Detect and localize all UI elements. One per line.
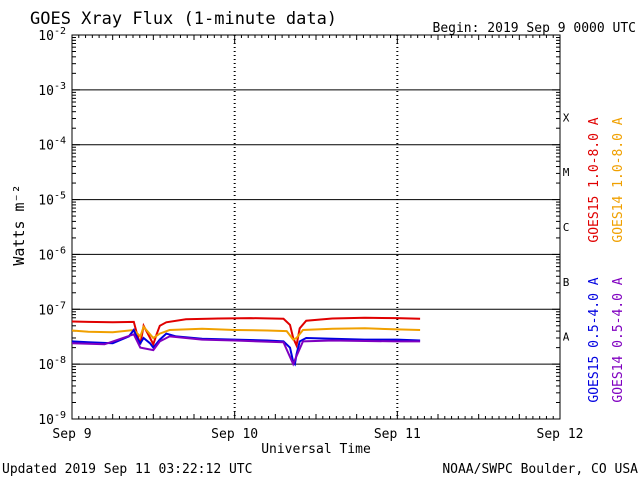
flare-class-m: M [563, 166, 570, 179]
y-tick-label: 10-3 [38, 81, 66, 99]
x-tick-label: Sep 12 [537, 427, 584, 442]
x-tick-label: Sep 9 [52, 427, 91, 442]
y-tick-label: 10-6 [38, 245, 66, 263]
credit-label: NOAA/SWPC Boulder, CO USA [442, 462, 638, 477]
chart-title: GOES Xray Flux (1-minute data) [30, 9, 337, 29]
flare-class-b: B [563, 276, 570, 289]
y-tick-label: 10-2 [38, 26, 66, 44]
legend-entry-0: GOES15 1.0-8.0 A [587, 117, 602, 242]
x-tick-label: Sep 11 [374, 427, 421, 442]
plot-frame [71, 34, 561, 420]
series-line-2 [71, 328, 421, 367]
x-axis: Sep 9 Sep 10 Sep 11 Sep 12 [52, 35, 583, 442]
y-axis-label: Watts m⁻² [10, 184, 28, 265]
y-axis: 10-9 10-8 10-7 10-6 10-5 10-4 10-3 10-2 [38, 26, 560, 428]
y-tick-label: 10-5 [38, 191, 66, 209]
x-axis-label: Universal Time [261, 442, 371, 457]
legend: GOES15 1.0-8.0 A GOES14 1.0-8.0 A GOES15 0… [587, 117, 626, 402]
flare-class-a: A [563, 331, 570, 344]
flare-class-labels: A B C M X [563, 111, 570, 343]
x-tick-label: Sep 10 [211, 427, 258, 442]
legend-entry-3: GOES14 0.5-4.0 A [611, 277, 626, 402]
y-tick-label: 10-9 [38, 410, 66, 428]
updated-label: Updated 2019 Sep 11 03:22:12 UTC [2, 462, 252, 477]
flare-class-c: C [563, 221, 570, 234]
begin-label: Begin: 2019 Sep 9 0000 UTC [433, 21, 637, 36]
legend-entry-1: GOES14 1.0-8.0 A [611, 117, 626, 242]
series-line-3 [71, 333, 421, 367]
legend-entry-2: GOES15 0.5-4.0 A [587, 277, 602, 402]
y-tick-label: 10-4 [38, 136, 66, 154]
y-tick-label: 10-8 [38, 355, 66, 373]
y-tick-label: 10-7 [38, 300, 66, 318]
grid-lines [72, 35, 560, 419]
flare-class-x: X [563, 111, 570, 124]
series-lines [71, 316, 421, 367]
